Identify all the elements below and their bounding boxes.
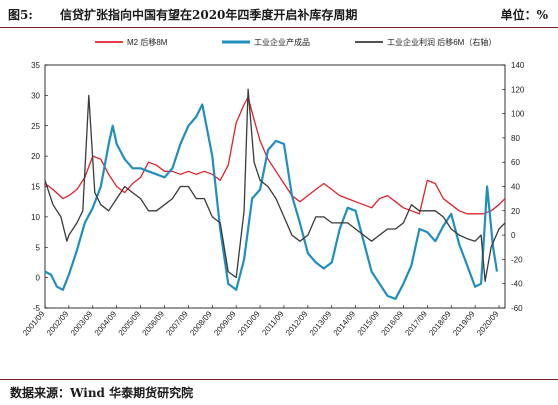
plot-frame [44, 64, 506, 309]
legend-label-2: 工业企业产成品 [254, 37, 310, 47]
chart-canvas: -5 0 5 10 15 20 25 30 35 -60 -40 -20 0 20 40 60 80 100 120… [21, 37, 525, 337]
left-tick-label: -5 [33, 304, 41, 313]
figure-header: 图5: 信贷扩张指向中国有望在2020年四季度开启补库存周期 单位：% [0, 0, 558, 30]
right-tick-label: 100 [511, 110, 525, 119]
x-tick-label: 2019/09 [451, 309, 477, 337]
unit-label: 单位：% [500, 8, 548, 22]
x-tick-label: 2009/09 [212, 309, 238, 337]
figure-title: 信贷扩张指向中国有望在2020年四季度开启补库存周期 [60, 8, 358, 22]
x-tick-label: 2011/09 [260, 309, 285, 337]
right-tick-label: -60 [511, 304, 523, 313]
right-tick-label: 60 [511, 158, 520, 167]
left-tick-label: 15 [31, 183, 40, 192]
x-tick-label: 2012/09 [284, 309, 310, 337]
x-tick-label: 2002/09 [45, 309, 71, 337]
x-tick-label: 2008/09 [188, 309, 214, 337]
left-tick-label: 35 [31, 61, 40, 70]
left-tick-label: 25 [31, 122, 40, 131]
legend-label-1: M2 后移8M [127, 37, 168, 47]
figure-footer: 数据来源：Wind 华泰期货研究院 [0, 378, 558, 405]
x-tick-label: 2006/09 [141, 309, 167, 337]
figure-label: 图5: [8, 8, 33, 22]
right-tick-label: 120 [511, 85, 525, 94]
legend-label-3: 工业企业利润 后移6M（右轴） [387, 37, 496, 47]
right-tick-label: -40 [511, 280, 523, 289]
left-tick-label: 10 [31, 213, 40, 222]
x-tick-label: 2007/09 [164, 309, 190, 337]
series-line-2 [44, 103, 499, 300]
left-tick-label: 0 [36, 274, 41, 283]
x-tick-label: 2001/09 [21, 309, 47, 337]
x-tick-label: 2020/09 [475, 309, 501, 337]
x-tick-label: 2014/09 [332, 309, 358, 337]
right-tick-label: 80 [511, 134, 520, 143]
footer-divider [0, 379, 558, 380]
right-tick-label: 40 [511, 183, 520, 192]
x-tick-label: 2018/09 [427, 309, 453, 337]
left-tick-label: 20 [31, 152, 40, 161]
right-tick-label: 0 [511, 231, 516, 240]
series-line-1 [44, 96, 506, 215]
series-line-3 [44, 88, 506, 282]
header-divider [0, 27, 558, 28]
left-tick-label: 30 [31, 91, 40, 100]
right-tick-label: 140 [511, 61, 525, 70]
x-tick-label: 2005/09 [117, 309, 143, 337]
x-tick-label: 2010/09 [236, 309, 262, 337]
x-tick-label: 2017/09 [403, 309, 429, 337]
right-tick-label: -20 [511, 255, 523, 264]
x-tick-label: 2004/09 [93, 309, 119, 337]
x-tick-label: 2013/09 [308, 309, 334, 337]
x-tick-label: 2003/09 [69, 309, 95, 337]
left-tick-label: 5 [36, 243, 41, 252]
source-note: 数据来源：Wind 华泰期货研究院 [10, 386, 194, 400]
x-tick-label: 2015/09 [356, 309, 382, 337]
x-tick-label: 2016/09 [379, 309, 405, 337]
right-tick-label: 20 [511, 207, 520, 216]
